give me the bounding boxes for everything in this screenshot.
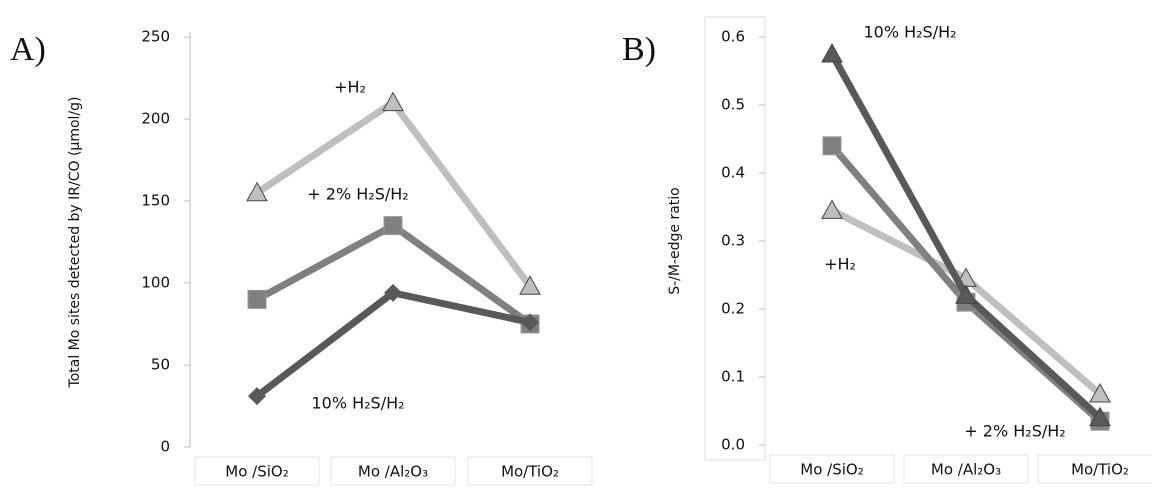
series-label: +H₂ bbox=[824, 255, 856, 274]
x-tick-label: Mo /SiO₂ bbox=[225, 463, 288, 481]
marker bbox=[383, 216, 403, 236]
x-tick-label: Mo/TiO₂ bbox=[501, 463, 559, 481]
marker bbox=[246, 181, 268, 202]
marker bbox=[955, 284, 977, 304]
marker bbox=[384, 283, 402, 302]
marker bbox=[519, 275, 541, 295]
y-tick-label: 50 bbox=[151, 356, 170, 374]
series-line bbox=[254, 289, 531, 399]
y-tick-label: 0.4 bbox=[721, 164, 745, 182]
series-label: +H₂ bbox=[334, 78, 366, 97]
panel-label: B) bbox=[622, 31, 656, 68]
x-tick-box bbox=[903, 454, 1029, 484]
x-tick-box bbox=[194, 456, 320, 486]
x-tick-box bbox=[330, 456, 456, 486]
x-tick-box bbox=[769, 454, 895, 484]
y-tick-label: 0.3 bbox=[721, 232, 745, 250]
y-tick-label: 150 bbox=[141, 192, 170, 210]
x-tick-label: Mo/TiO₂ bbox=[1071, 461, 1129, 479]
marker bbox=[382, 91, 404, 112]
y-axis-label: Total Mo sites detected by IR/CO (µmol/g… bbox=[67, 97, 83, 389]
marker bbox=[821, 199, 843, 219]
marker bbox=[1089, 406, 1111, 427]
series-label: 10% H₂S/H₂ bbox=[311, 394, 404, 413]
y-tick-label: 0.5 bbox=[721, 96, 745, 114]
y-tick-label: 100 bbox=[141, 274, 170, 292]
series-label: + 2% H₂S/H₂ bbox=[964, 422, 1065, 441]
y-tick-label: 0.6 bbox=[721, 28, 745, 46]
x-tick-label: Mo /Al₂O₃ bbox=[358, 463, 428, 481]
y-axis-label: S-/M-edge ratio bbox=[667, 187, 683, 295]
marker bbox=[247, 289, 267, 309]
y-tick-label: 250 bbox=[141, 28, 170, 46]
x-tick-label: Mo /Al₂O₃ bbox=[931, 461, 1001, 479]
marker bbox=[821, 42, 843, 63]
series-label: 10% H₂S/H₂ bbox=[863, 23, 956, 42]
marker bbox=[248, 387, 266, 406]
y-tick-label: 0 bbox=[160, 438, 170, 456]
marker bbox=[822, 136, 842, 156]
marker bbox=[521, 313, 539, 332]
x-tick-box bbox=[467, 456, 593, 486]
y-tick-label: 0.0 bbox=[721, 436, 745, 454]
x-tick-label: Mo /SiO₂ bbox=[800, 461, 863, 479]
y-tick-label: 200 bbox=[141, 110, 170, 128]
plot-frame bbox=[704, 16, 766, 461]
marker bbox=[1089, 382, 1111, 403]
panel-label: A) bbox=[10, 31, 46, 68]
series-line bbox=[255, 221, 533, 327]
x-tick-box bbox=[1037, 454, 1152, 484]
y-tick-label: 0.1 bbox=[721, 368, 745, 386]
y-tick-label: 0.2 bbox=[721, 300, 745, 318]
series-label: + 2% H₂S/H₂ bbox=[307, 185, 408, 204]
